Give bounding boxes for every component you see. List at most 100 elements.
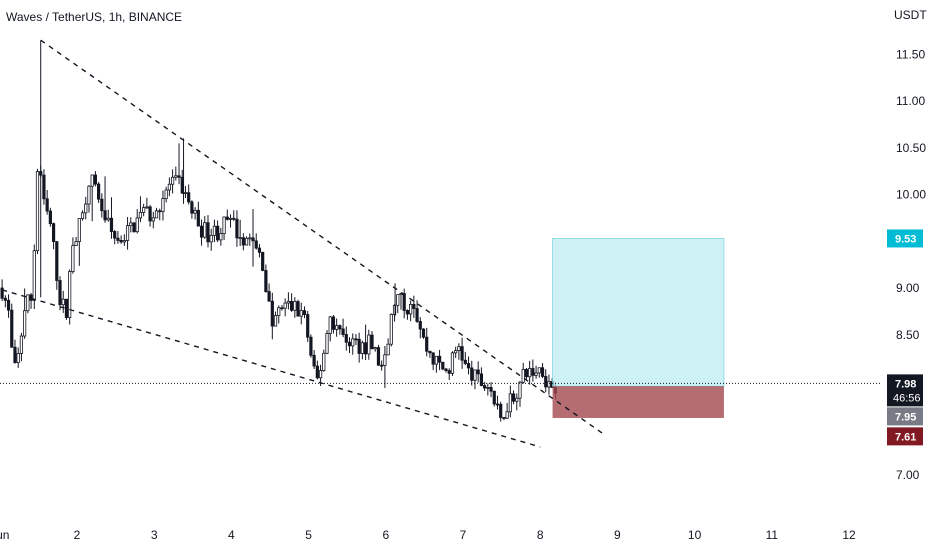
- candle: [174, 166, 178, 181]
- candle: [93, 171, 97, 187]
- axis-currency-label: USDT: [894, 8, 927, 22]
- candle: [293, 297, 297, 318]
- candle: [534, 365, 538, 379]
- candle-body-down: [232, 217, 236, 220]
- candle: [267, 283, 271, 302]
- long-position-tool[interactable]: [552, 238, 725, 418]
- candle-body-down: [113, 231, 117, 239]
- candle-body-up: [61, 298, 65, 306]
- candle-body-down: [412, 303, 416, 309]
- candle-body-down: [251, 237, 255, 242]
- candle: [80, 210, 85, 221]
- candle-body-up: [322, 352, 326, 372]
- candle-body-down: [116, 237, 120, 241]
- candle: [454, 346, 458, 358]
- candle: [386, 338, 390, 356]
- candle: [457, 343, 461, 360]
- time-axis[interactable]: Jun 2 3 4 5 6 7 8 9 10 11 12: [0, 528, 856, 542]
- candle-body-up: [170, 176, 175, 185]
- candle: [380, 360, 384, 371]
- target-price-tag-bg: [887, 229, 923, 248]
- candle: [283, 298, 287, 317]
- candle-body-up: [87, 185, 91, 205]
- candle: [77, 218, 81, 266]
- candle-body-up: [174, 175, 178, 178]
- candle-body-down: [235, 218, 239, 239]
- candle-body-down: [190, 201, 194, 214]
- candle-body-down: [431, 352, 435, 365]
- candle: [296, 299, 300, 317]
- candle: [363, 324, 368, 361]
- candle: [196, 201, 200, 227]
- candle-body-down: [402, 293, 406, 311]
- stop-loss-zone[interactable]: [552, 386, 724, 418]
- candle: [273, 311, 278, 327]
- candle-body-down: [100, 198, 104, 212]
- candle-body-down: [470, 367, 474, 381]
- candle-body-up: [167, 183, 171, 191]
- entry-price-tag-text: 7.95: [895, 411, 916, 423]
- candle: [277, 305, 281, 324]
- candle: [209, 228, 213, 251]
- candle: [257, 244, 262, 258]
- candle-body-down: [3, 297, 7, 301]
- candle: [254, 233, 258, 250]
- candle-body-up: [35, 171, 40, 252]
- candle: [338, 324, 342, 335]
- candle-body-down: [158, 210, 162, 213]
- time-tick-label: 6: [382, 528, 389, 542]
- candle: [331, 315, 336, 334]
- candle-body-up: [528, 368, 532, 378]
- candle-body-down: [492, 390, 496, 405]
- candle-body-up: [71, 245, 75, 272]
- price-tick-label: 11.00: [896, 94, 925, 108]
- candle: [241, 233, 245, 251]
- candle-body-up: [505, 411, 509, 419]
- candle: [177, 143, 181, 185]
- candle-body-up: [219, 233, 223, 241]
- candle: [42, 169, 46, 205]
- candle-body-up: [80, 212, 85, 219]
- candle-body-down: [93, 174, 97, 185]
- candle: [528, 360, 532, 385]
- candle-body-down: [370, 334, 374, 350]
- candle: [383, 345, 387, 389]
- candle-body-down: [257, 247, 262, 253]
- candle-body-down: [109, 217, 114, 232]
- candle-body-up: [154, 210, 159, 219]
- lower-trendline[interactable]: [1, 289, 541, 448]
- candle-body-up: [164, 189, 168, 200]
- candle: [299, 302, 303, 325]
- candle-body-up: [392, 304, 397, 315]
- trendlines-layer: [1, 39, 603, 448]
- candle: [502, 417, 506, 421]
- time-tick-label: 10: [688, 528, 702, 542]
- candle-body-up: [283, 302, 287, 309]
- candle-body-down: [206, 222, 210, 243]
- candle-body-down: [418, 321, 422, 330]
- profit-zone[interactable]: [552, 238, 725, 387]
- candle-body-up: [508, 393, 512, 413]
- candle-body-down: [499, 403, 503, 418]
- candle: [32, 244, 36, 310]
- upper-trendline[interactable]: [40, 39, 603, 434]
- candle: [286, 292, 290, 310]
- price-axis[interactable]: USDT 7.00 8.50 9.00 10.00 10.50 11.00 11.50: [894, 8, 927, 482]
- price-tick-label: 11.50: [896, 47, 925, 61]
- candle-body-down: [309, 336, 313, 356]
- candle-body-down: [306, 314, 310, 338]
- candle-body-down: [312, 354, 316, 367]
- candle-body-up: [457, 346, 461, 352]
- candle-body-down: [132, 222, 136, 233]
- current-price-tag-bg: [887, 374, 923, 407]
- candle-body-down: [261, 251, 265, 271]
- candle: [415, 300, 419, 323]
- candle-body-down: [415, 308, 419, 322]
- candle: [483, 382, 487, 391]
- candle-body-up: [106, 217, 110, 221]
- candle: [164, 186, 168, 203]
- candle-body-down: [489, 387, 493, 392]
- candle-body-down: [6, 299, 11, 311]
- candle: [97, 181, 101, 203]
